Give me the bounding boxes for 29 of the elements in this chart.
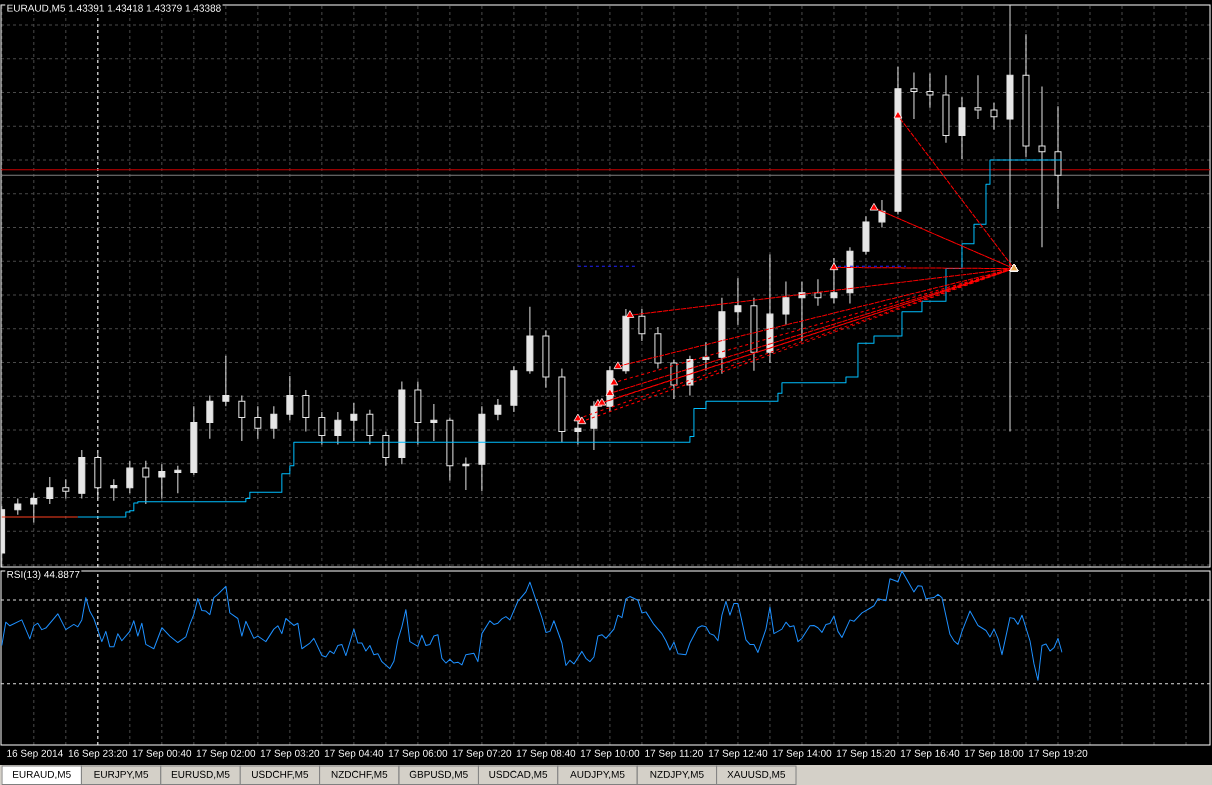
text: EURUSD,M5 (171, 770, 230, 780)
x-tick-label: 17 Sep 11:20 (645, 749, 703, 759)
x-tick-label: 17 Sep 00:40 (132, 749, 192, 759)
x-tick-label: 17 Sep 03:20 (260, 749, 320, 759)
x-tick-label: 17 Sep 02:00 (196, 749, 256, 759)
text: XAUUSD,M5 (727, 770, 786, 780)
text: EURJPY,M5 (94, 770, 149, 780)
x-tick-label: 17 Sep 06:00 (388, 749, 448, 759)
x-tick-label: 17 Sep 14:00 (772, 749, 832, 759)
text: EURAUD,M5 (13, 770, 71, 780)
x-tick-label: 16 Sep 2014 (7, 749, 63, 759)
x-tick-label: 17 Sep 08:40 (516, 749, 576, 759)
text: NZDCHF,M5 (331, 770, 388, 780)
text: GBPUSD,M5 (409, 770, 468, 780)
chart-title: RSI(13) 44.8877 (7, 570, 80, 580)
x-tick-label: 17 Sep 16:40 (900, 749, 960, 759)
chart-title: EURAUD,M5 1.43391 1.43418 1.43379 1.43388 (7, 4, 221, 13)
text: AUDJPY,M5 (570, 770, 625, 780)
x-tick-label: 16 Sep 23:20 (68, 749, 128, 759)
x-tick-label: 17 Sep 04:40 (324, 749, 384, 759)
text: USDCAD,M5 (489, 770, 548, 780)
text: NZDJPY,M5 (650, 770, 704, 780)
x-tick-label: 17 Sep 10:00 (580, 749, 640, 759)
x-tick-label: 17 Sep 12:40 (708, 749, 768, 759)
x-tick-label: 17 Sep 18:00 (964, 749, 1024, 759)
text: USDCHF,M5 (252, 770, 309, 780)
x-tick-label: 17 Sep 07:20 (452, 749, 512, 759)
x-tick-label: 17 Sep 19:20 (1029, 749, 1088, 759)
x-tick-label: 17 Sep 15:20 (836, 749, 896, 759)
